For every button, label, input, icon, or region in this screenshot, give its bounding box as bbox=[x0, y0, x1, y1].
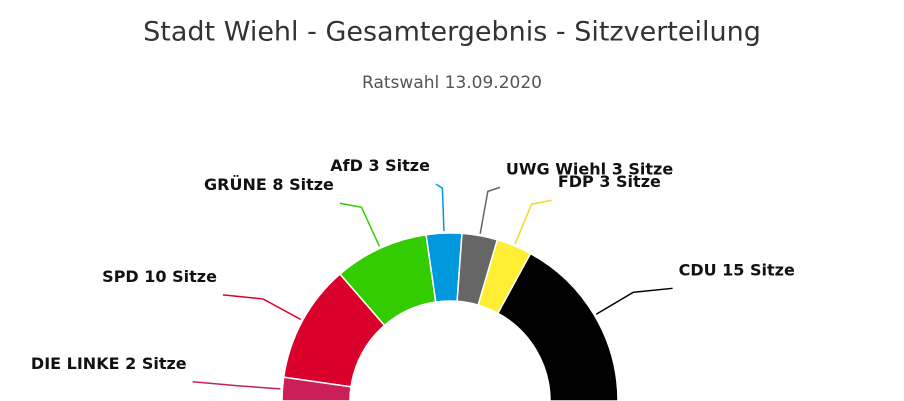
data-label: GRÜNE 8 Sitze bbox=[204, 175, 334, 194]
category-name: UWG Wiehl bbox=[506, 159, 606, 178]
category-name: CDU bbox=[679, 260, 717, 279]
leader-line bbox=[479, 186, 501, 234]
chart-title: Stadt Wiehl - Gesamtergebnis - Sitzverte… bbox=[143, 17, 761, 48]
category-name: FDP bbox=[558, 172, 594, 191]
value-label: 15 Sitze bbox=[722, 260, 795, 279]
value-label: 3 Sitze bbox=[599, 172, 661, 191]
value-label: 10 Sitze bbox=[144, 266, 217, 285]
leader-line bbox=[339, 202, 381, 247]
category-name: DIE LINKE bbox=[31, 353, 120, 372]
data-label: SPD 10 Sitze bbox=[102, 266, 217, 285]
value-label: 2 Sitze bbox=[125, 353, 187, 372]
category-name: AfD bbox=[330, 156, 363, 175]
plot-area: DIE LINKE 2 Sitze SPD 10 Sitze GRÜNE 8 Sit… bbox=[31, 156, 795, 401]
chart-subtitle: Ratswahl 13.09.2020 bbox=[362, 73, 542, 93]
value-label: 8 Sitze bbox=[272, 175, 334, 194]
value-label: 3 Sitze bbox=[368, 156, 430, 175]
data-label: FDP 3 Sitze bbox=[558, 172, 661, 191]
leader-line bbox=[595, 287, 673, 315]
data-label: DIE LINKE 2 Sitze bbox=[31, 353, 187, 372]
leader-line bbox=[192, 381, 281, 390]
leader-line bbox=[222, 294, 302, 321]
data-label: UWG Wiehl 3 Sitze bbox=[506, 159, 673, 178]
leader-line bbox=[435, 183, 445, 232]
category-name: SPD bbox=[102, 266, 139, 285]
leader-line bbox=[514, 199, 552, 245]
data-label: AfD 3 Sitze bbox=[330, 156, 430, 175]
category-name: GRÜNE bbox=[204, 175, 267, 194]
data-label: CDU 15 Sitze bbox=[679, 260, 795, 279]
value-label: 3 Sitze bbox=[612, 159, 674, 178]
